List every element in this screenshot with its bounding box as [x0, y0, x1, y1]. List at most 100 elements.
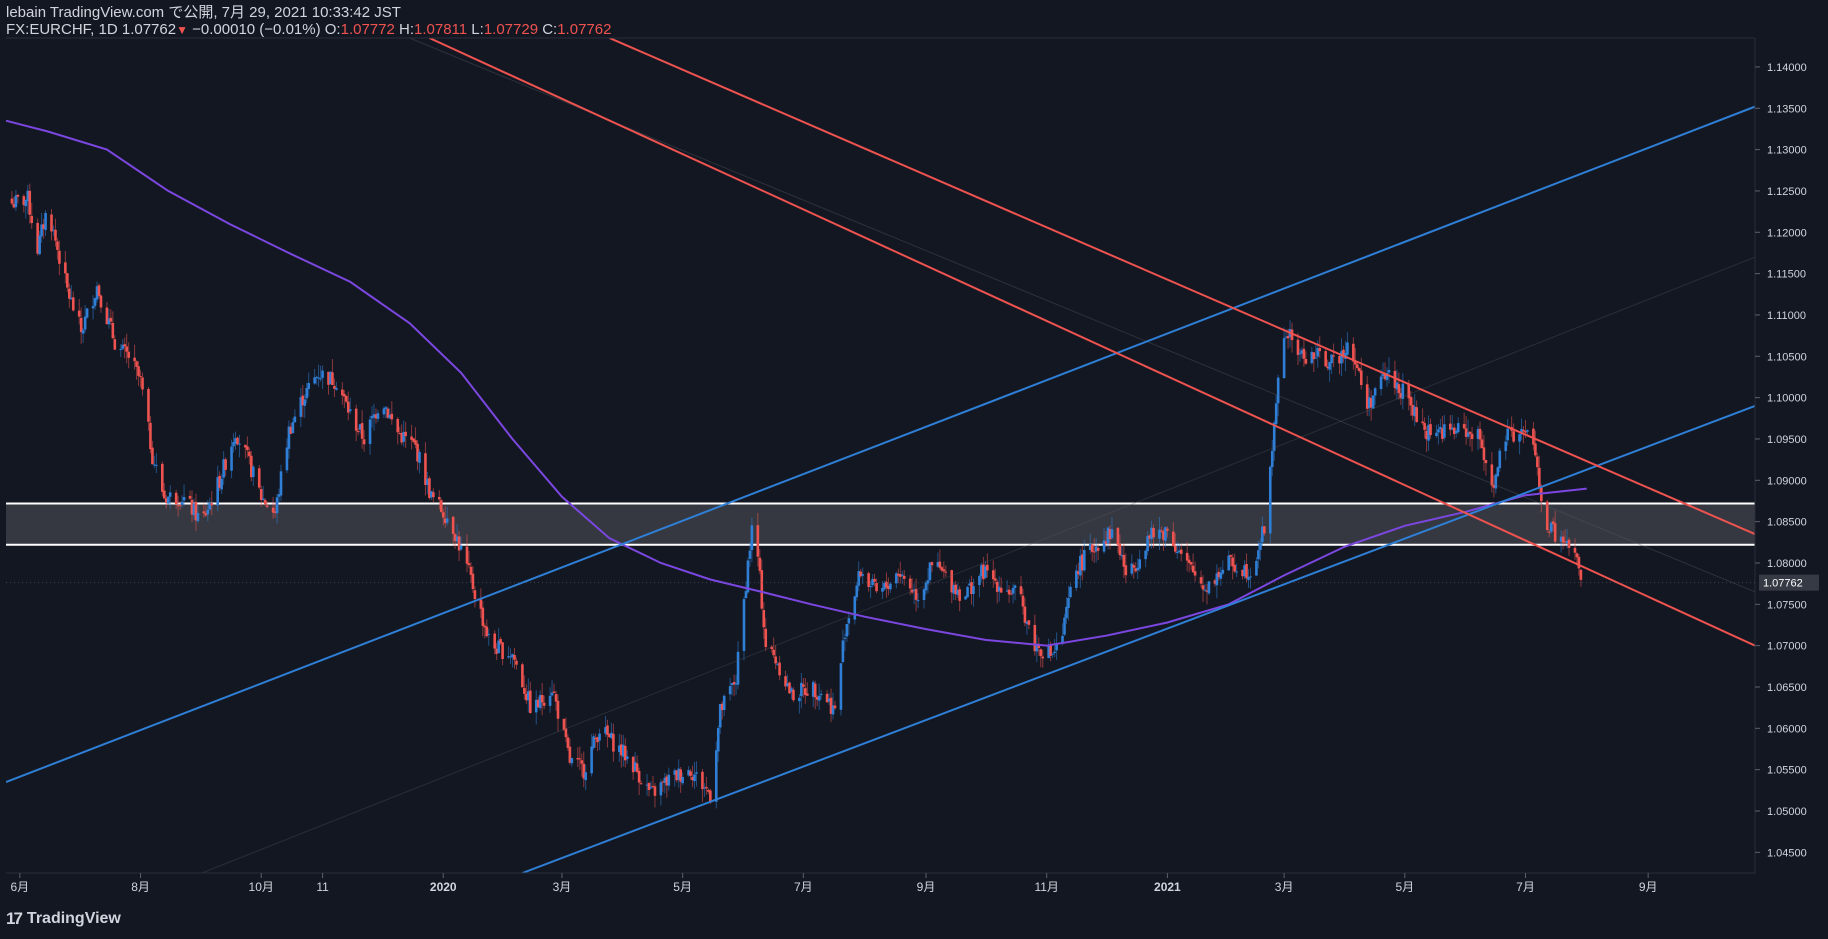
candle-body — [301, 395, 305, 406]
candle-body — [1314, 357, 1318, 359]
candle-body — [244, 444, 247, 448]
candle-body — [279, 471, 283, 496]
candle-body — [936, 562, 940, 567]
y-tick-label: 1.06500 — [1767, 682, 1807, 694]
candle-body — [1193, 571, 1197, 576]
candle-body — [374, 414, 378, 419]
candle-body — [85, 308, 89, 318]
candle-body — [341, 389, 344, 396]
candle-body — [1494, 474, 1498, 489]
candle-body — [912, 589, 916, 592]
y-tick-label: 1.12500 — [1767, 186, 1807, 198]
candle-body — [507, 656, 510, 658]
candle-body — [972, 586, 975, 595]
candle-body — [889, 583, 892, 590]
y-tick-label: 1.11500 — [1767, 269, 1806, 281]
x-tick-label: 7月 — [794, 880, 813, 894]
candle-body — [400, 432, 404, 443]
tradingview-footer[interactable]: 17 TradingView — [6, 909, 121, 929]
candle-body — [1312, 352, 1316, 360]
candle-body — [1577, 556, 1581, 569]
blue-channel-midline — [201, 256, 1755, 873]
publisher-line: lebain TradingView.com で公開, 7月 29, 2021 … — [6, 4, 401, 21]
candle-body — [867, 573, 870, 587]
y-tick-label: 1.07000 — [1767, 641, 1807, 653]
candle-body — [26, 190, 30, 202]
candle-body — [792, 689, 795, 701]
candle-body — [1439, 426, 1442, 430]
candle-body — [1172, 531, 1175, 546]
candle-body — [952, 585, 956, 594]
candle-body — [1409, 396, 1413, 406]
candle-body — [133, 357, 136, 362]
candle-body — [1545, 501, 1549, 531]
candle-body — [639, 783, 643, 785]
candle-body — [174, 492, 178, 505]
x-tick-label: 9月 — [917, 880, 936, 894]
candle-body — [623, 745, 627, 761]
candle-body — [481, 607, 485, 626]
candle-body — [1381, 374, 1385, 377]
candle-body — [1462, 423, 1466, 429]
candle-body — [1464, 428, 1468, 437]
x-tick-label: 11月 — [1034, 880, 1058, 894]
low-label: L: — [471, 21, 484, 38]
candle-body — [95, 286, 99, 300]
candle-body — [958, 589, 961, 601]
candle-body — [1247, 576, 1250, 580]
candle-body — [216, 477, 220, 506]
x-tick-label: 2021 — [1154, 880, 1181, 894]
candle-body — [762, 610, 766, 628]
candle-body — [944, 571, 948, 573]
trendline-blue-upper — [6, 105, 1755, 783]
candle-body — [1482, 447, 1486, 461]
candle-body — [1316, 347, 1320, 357]
candle-body — [196, 512, 200, 522]
candle-body — [42, 224, 45, 229]
candle-body — [259, 489, 263, 501]
candle-body — [750, 525, 754, 551]
candle-body — [1387, 369, 1391, 373]
candle-body — [317, 377, 320, 379]
candle-body — [1427, 424, 1430, 441]
candle-body — [327, 371, 330, 385]
candle-body — [1039, 649, 1043, 657]
candle-body — [1092, 551, 1096, 553]
candle-body — [1563, 541, 1567, 543]
candle-body — [1385, 373, 1389, 380]
candle-body — [1276, 377, 1280, 404]
candle-body — [598, 733, 601, 741]
candle-body — [1490, 464, 1494, 486]
candle-body — [368, 419, 372, 445]
candle-body — [441, 512, 445, 518]
candle-body — [443, 518, 447, 524]
candle-body — [1241, 569, 1244, 577]
candle-body — [137, 366, 140, 376]
candle-body — [396, 418, 400, 433]
candle-body — [273, 511, 277, 514]
candle-body — [1051, 653, 1054, 655]
candle-body — [871, 578, 874, 586]
candle-body — [845, 623, 849, 637]
candle-body — [742, 599, 746, 651]
candle-body — [1397, 384, 1401, 394]
x-tick-label: 3月 — [1275, 880, 1294, 894]
candle-body — [829, 697, 833, 714]
candle-body — [404, 431, 407, 437]
candle-body — [590, 746, 593, 774]
candle-body — [1504, 441, 1508, 452]
candle-body — [1371, 395, 1375, 409]
candle-body — [839, 663, 843, 710]
candle-body — [1480, 439, 1484, 449]
red-channel-midline — [409, 38, 1755, 593]
candle-body — [109, 317, 113, 322]
candle-body — [714, 750, 718, 802]
y-tick-label: 1.09000 — [1767, 475, 1807, 487]
candle-body — [1282, 338, 1286, 379]
candle-body — [1492, 484, 1496, 488]
candle-body — [161, 463, 164, 492]
candle-body — [305, 387, 309, 399]
candle-body — [1413, 406, 1416, 417]
candle-body — [1144, 550, 1147, 560]
